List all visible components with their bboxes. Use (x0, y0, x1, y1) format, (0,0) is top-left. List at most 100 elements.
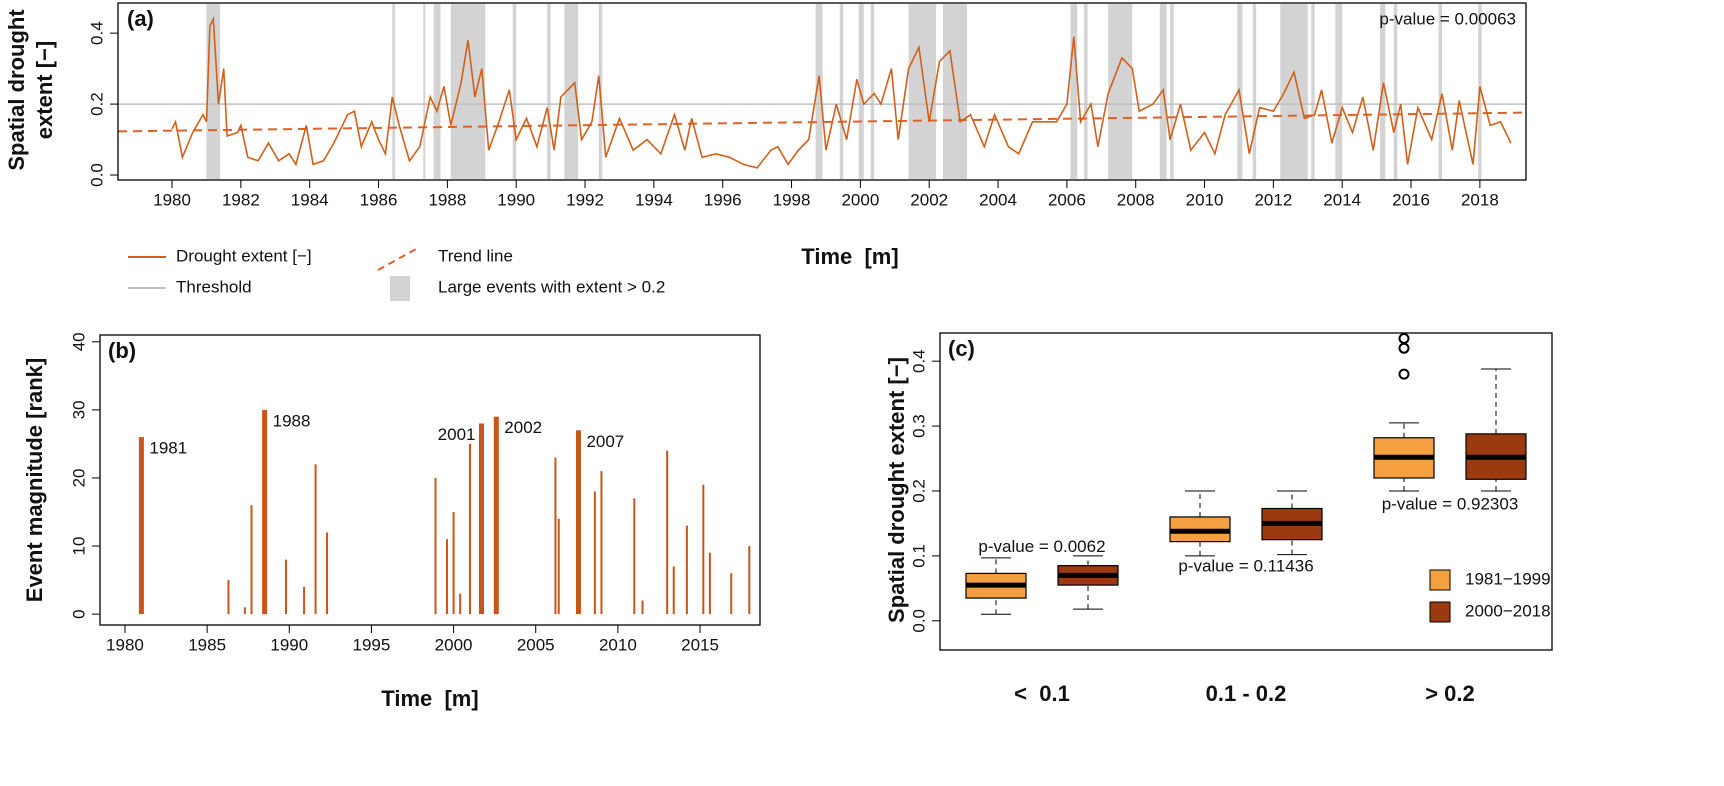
event-band (858, 4, 864, 179)
x-tick-label: 2002 (910, 190, 948, 209)
event-band (547, 4, 551, 179)
annotation: p-value = 0.00063 (1379, 9, 1516, 28)
outlier (1398, 332, 1410, 344)
bar (262, 409, 268, 615)
legend-label: Large events with extent > 0.2 (438, 277, 665, 296)
legend-swatch (390, 276, 410, 301)
x-tick-label: 1994 (635, 190, 673, 209)
x-tick-label: 1990 (497, 190, 535, 209)
event-band (450, 4, 486, 179)
y-tick-label: 0.0 (87, 163, 106, 187)
bar (227, 580, 230, 615)
bar (469, 443, 472, 615)
plot-frame (99, 334, 761, 626)
y-tick-label: 0.2 (909, 479, 928, 503)
annotation: p-value = 0.0062 (978, 537, 1105, 556)
bar (672, 566, 675, 615)
bar (708, 552, 711, 615)
panel-label: (a) (127, 6, 154, 31)
x-tick-label: 2010 (599, 635, 637, 654)
x-tick-label: 2000 (841, 190, 879, 209)
bar (685, 525, 688, 615)
plot-frame (939, 332, 1553, 651)
legend-label: 2000−2018 (1465, 601, 1551, 620)
bar (326, 532, 329, 615)
bar (452, 511, 455, 615)
y-tick-label: 0 (69, 609, 88, 618)
bar (702, 484, 705, 615)
trend-line (117, 111, 1527, 133)
bar (284, 559, 287, 615)
x-tick-label: 1996 (704, 190, 742, 209)
panel-label: (b) (108, 338, 136, 363)
bar-label: 1981 (149, 439, 187, 458)
legend-label: Threshold (176, 277, 252, 296)
bar (557, 518, 560, 615)
bar (633, 498, 636, 615)
event-band (815, 4, 823, 179)
y-tick-label: 20 (69, 468, 88, 487)
x-tick-label: 2006 (1048, 190, 1086, 209)
x-tick-label: 2010 (1186, 190, 1224, 209)
plot-frame (117, 2, 1527, 181)
bar (493, 416, 499, 615)
y-tick-label: 0.0 (909, 609, 928, 633)
extent-line (171, 15, 1512, 169)
bar (748, 546, 751, 615)
y-axis-label: extent [−] (32, 41, 57, 139)
event-band (1170, 4, 1174, 179)
event-band (423, 4, 426, 179)
event-band (1084, 4, 1088, 179)
y-axis-label: Spatial drought (4, 9, 29, 171)
x-tick-label: 1985 (188, 635, 226, 654)
x-tick-label: 2015 (681, 635, 719, 654)
x-tick-label: 1990 (270, 635, 308, 654)
y-tick-label: 10 (69, 537, 88, 556)
event-band (433, 4, 441, 179)
bar (250, 505, 253, 615)
bar (593, 491, 596, 615)
x-tick-label: 2000 (435, 635, 473, 654)
bar (666, 450, 669, 615)
bar (479, 423, 485, 615)
bar (314, 464, 317, 615)
bar (641, 600, 644, 615)
event-band (392, 4, 396, 179)
x-tick-label: 1988 (428, 190, 466, 209)
outlier (1398, 342, 1410, 354)
bar-label: 1988 (273, 411, 311, 430)
x-tick-label: 2008 (1117, 190, 1155, 209)
y-tick-label: 0.2 (87, 92, 106, 116)
x-axis-label: Time [m] (381, 686, 478, 711)
bar-label: 2001 (438, 425, 476, 444)
event-band (1070, 4, 1078, 179)
annotation: p-value = 0.92303 (1382, 495, 1519, 514)
y-tick-label: 0.4 (87, 21, 106, 45)
bar (575, 430, 581, 615)
legend-label: Trend line (438, 246, 513, 265)
legend-swatch (1429, 601, 1451, 623)
bar (730, 573, 733, 615)
bar (243, 607, 246, 615)
x-tick-label: 1986 (360, 190, 398, 209)
event-band (1108, 4, 1133, 179)
event-band (908, 4, 937, 179)
x-tick-label: 1995 (353, 635, 391, 654)
event-band (564, 4, 579, 179)
legend-swatch (377, 247, 419, 271)
y-axis-label: Event magnitude [rank] (22, 358, 47, 602)
bar (600, 471, 603, 615)
x-tick-label: 1980 (106, 635, 144, 654)
event-band (839, 4, 844, 179)
bar (554, 457, 557, 615)
bar (434, 477, 437, 615)
legend-swatch (1429, 569, 1451, 591)
y-axis-label: Spatial drought extent [−] (884, 357, 909, 623)
y-tick-label: 0.4 (909, 349, 928, 373)
event-band (1311, 4, 1315, 179)
event-band (512, 4, 517, 179)
x-tick-label: 1992 (566, 190, 604, 209)
y-tick-label: 30 (69, 400, 88, 419)
bar-label: 2002 (504, 418, 542, 437)
